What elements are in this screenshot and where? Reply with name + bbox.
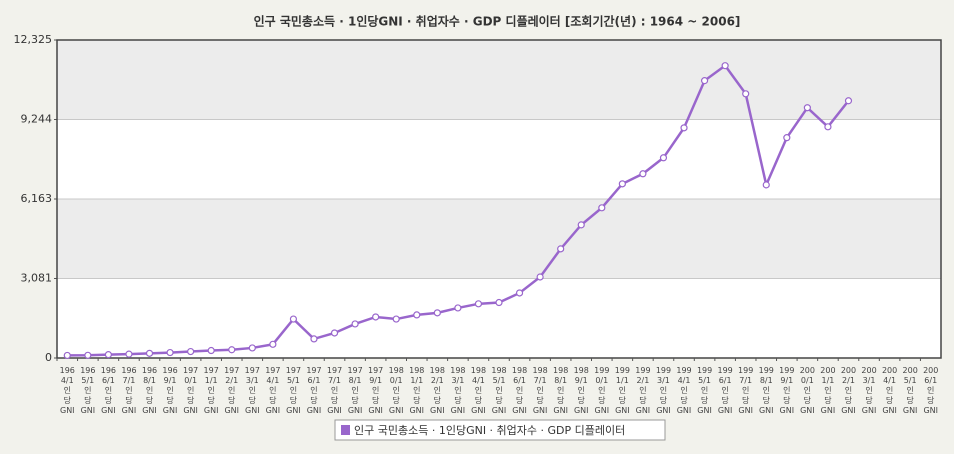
data-point <box>844 97 853 105</box>
data-point <box>680 124 688 132</box>
x-tick-label: 197 9/1 인 당 GNI <box>368 366 383 415</box>
data-point <box>248 344 256 352</box>
x-tick-label: 200 3/1 인 당 GNI <box>861 366 876 415</box>
data-point <box>598 204 606 212</box>
data-point <box>372 313 380 321</box>
chart-title: 인구 국민총소득 · 1인당GNI · 취업자수 · GDP 디플레이터 [조회… <box>254 14 741 29</box>
x-tick-label: 200 4/1 인 당 GNI <box>882 366 897 415</box>
x-tick-label: 196 5/1 인 당 GNI <box>80 366 95 415</box>
x-tick-label: 196 8/1 인 당 GNI <box>142 366 157 415</box>
x-tick-label: 200 2/1 인 당 GNI <box>841 366 856 415</box>
legend-swatch <box>341 425 350 435</box>
x-tick-label: 197 0/1 인 당 GNI <box>183 366 198 415</box>
data-point <box>207 346 215 355</box>
data-point <box>557 245 565 253</box>
data-point <box>351 320 359 328</box>
data-point <box>228 346 236 354</box>
y-tick-label: 12,325 <box>14 33 53 46</box>
y-tick-label: 6,163 <box>21 192 53 205</box>
x-tick-label: 200 0/1 인 당 GNI <box>800 366 815 415</box>
data-point <box>125 350 133 358</box>
data-point <box>104 351 112 359</box>
x-tick-label: 200 1/1 인 당 GNI <box>820 366 835 415</box>
data-point <box>187 347 195 356</box>
data-point <box>536 273 544 281</box>
data-point <box>803 104 811 112</box>
x-tick-label: 198 6/1 인 당 GNI <box>512 366 527 415</box>
x-tick-label: 197 5/1 인 당 GNI <box>286 366 301 415</box>
data-point <box>454 304 462 312</box>
x-tick-label: 198 5/1 인 당 GNI <box>491 366 506 415</box>
x-tick-label: 197 6/1 인 당 GNI <box>306 366 321 415</box>
x-tick-label: 198 2/1 인 당 GNI <box>430 366 445 415</box>
x-tick-label: 197 8/1 인 당 GNI <box>347 366 362 415</box>
data-point <box>824 123 832 131</box>
x-tick-label: 196 7/1 인 당 GNI <box>121 366 136 415</box>
data-point <box>289 315 298 323</box>
x-tick-label: 198 4/1 인 당 GNI <box>471 366 486 415</box>
x-tick-label: 199 7/1 인 당 GNI <box>738 366 753 415</box>
x-tick-label: 196 9/1 인 당 GNI <box>162 366 177 415</box>
data-point <box>721 62 729 70</box>
data-point <box>310 335 318 343</box>
x-tick-label: 199 1/1 인 당 GNI <box>615 366 630 415</box>
data-point <box>659 154 668 162</box>
plot-band <box>57 40 941 120</box>
x-tick-label: 199 5/1 인 당 GNI <box>697 366 712 415</box>
x-tick-label: 199 9/1 인 당 GNI <box>779 366 794 415</box>
data-point <box>515 289 524 297</box>
y-tick-label: 3,081 <box>21 272 53 285</box>
data-point <box>433 309 441 317</box>
plot-border <box>56 39 942 359</box>
data-point <box>495 298 503 307</box>
data-point <box>762 181 770 189</box>
data-point <box>145 349 154 357</box>
data-point <box>783 134 791 142</box>
x-tick-label: 199 3/1 인 당 GNI <box>656 366 671 415</box>
x-tick-label: 199 0/1 인 당 GNI <box>594 366 609 415</box>
data-point <box>269 340 277 348</box>
x-tick-label: 196 4/1 인 당 GNI <box>60 366 75 415</box>
legend-label: 인구 국민총소득 · 1인당GNI · 취업자수 · GDP 디플레이터 <box>354 424 625 437</box>
x-tick-label: 198 1/1 인 당 GNI <box>409 366 424 415</box>
x-tick-label: 199 4/1 인 당 GNI <box>676 366 691 415</box>
x-tick-label: 198 0/1 인 당 GNI <box>389 366 404 415</box>
x-tick-label: 197 7/1 인 당 GNI <box>327 366 342 415</box>
data-point <box>577 221 585 229</box>
x-tick-label: 199 6/1 인 당 GNI <box>717 366 732 415</box>
data-point <box>166 348 174 357</box>
data-point <box>330 329 339 337</box>
legend-box <box>334 419 666 441</box>
x-tick-label: 197 1/1 인 당 GNI <box>204 366 219 415</box>
data-point <box>63 351 71 360</box>
x-tick-label: 198 8/1 인 당 GNI <box>553 366 568 415</box>
x-tick-label: 196 6/1 인 당 GNI <box>101 366 116 415</box>
plot-band <box>57 119 941 199</box>
plot-band <box>57 278 941 358</box>
data-point <box>84 351 92 359</box>
y-tick-label: 9,244 <box>21 112 53 125</box>
plot-band <box>57 198 941 279</box>
x-tick-label: 200 5/1 인 당 GNI <box>903 366 918 415</box>
x-tick-label: 200 6/1 인 당 GNI <box>923 366 938 415</box>
data-point <box>413 311 421 319</box>
y-tick-label: 0 <box>45 351 52 364</box>
x-tick-label: 199 2/1 인 당 GNI <box>635 366 650 415</box>
x-tick-label: 198 3/1 인 당 GNI <box>450 366 465 415</box>
data-point <box>639 170 647 178</box>
x-tick-label: 197 2/1 인 당 GNI <box>224 366 239 415</box>
data-point <box>742 90 750 98</box>
data-point <box>618 180 626 188</box>
x-tick-label: 198 9/1 인 당 GNI <box>574 366 589 415</box>
data-point <box>392 315 400 323</box>
x-tick-label: 197 3/1 인 당 GNI <box>245 366 260 415</box>
data-point <box>474 300 483 308</box>
x-tick-label: 197 4/1 인 당 GNI <box>265 366 280 415</box>
x-tick-label: 198 7/1 인 당 GNI <box>532 366 547 415</box>
data-point <box>700 77 709 85</box>
x-tick-label: 199 8/1 인 당 GNI <box>759 366 774 415</box>
